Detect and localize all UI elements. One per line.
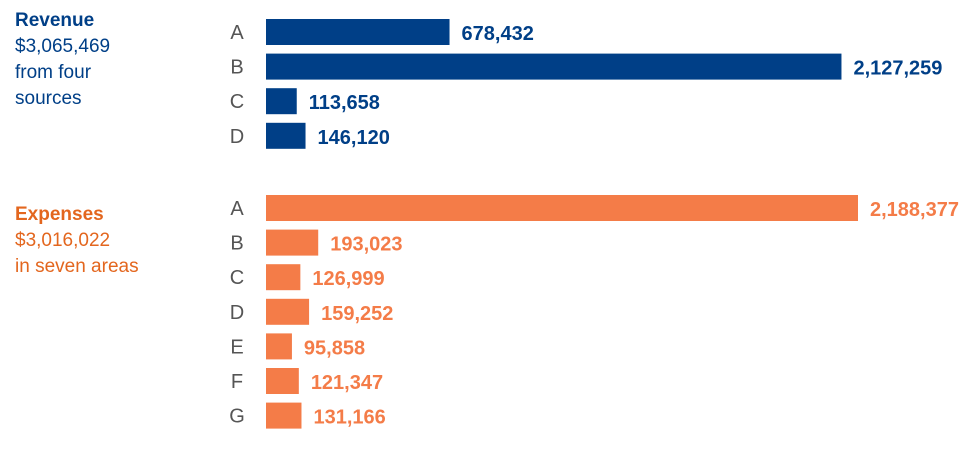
expenses-bar-d bbox=[266, 298, 310, 325]
expenses-category-label: E bbox=[230, 336, 243, 358]
expenses-value-label: 126,999 bbox=[312, 268, 384, 290]
revenue-bar-c bbox=[266, 88, 297, 115]
revenue-value-label: 146,120 bbox=[318, 127, 390, 149]
expenses-value-label: 95,858 bbox=[304, 337, 365, 359]
expenses-description-line-1: in seven areas bbox=[15, 256, 139, 277]
revenue-bar-chart: A 678,432 B 2,127,259 C 113,658 D 146,120 bbox=[230, 19, 942, 149]
expenses-bar-e bbox=[266, 333, 292, 360]
revenue-value-label: 113,658 bbox=[309, 92, 380, 114]
expenses-bar-b bbox=[266, 229, 319, 256]
revenue-description-line-2: sources bbox=[15, 88, 82, 109]
expenses-value-label: 193,023 bbox=[330, 234, 402, 256]
revenue-category-label: C bbox=[230, 91, 244, 113]
expenses-category-label: F bbox=[231, 371, 243, 393]
expenses-title: Expenses bbox=[15, 204, 104, 225]
revenue-description-line-1: from four bbox=[15, 62, 92, 83]
expenses-value-label: 131,166 bbox=[313, 407, 385, 429]
revenue-title: Revenue bbox=[15, 10, 95, 31]
revenue-value-label: 2,127,259 bbox=[853, 58, 942, 80]
expenses-category-label: D bbox=[230, 302, 244, 324]
revenue-bar-b bbox=[266, 53, 842, 80]
expenses-panel: Expenses $3,016,022 in seven areas A 2,18… bbox=[0, 188, 975, 450]
revenue-category-label: B bbox=[230, 57, 243, 79]
expenses-value-label: 2,188,377 bbox=[870, 199, 959, 221]
revenue-caption: Revenue $3,065,469 from four sources bbox=[15, 8, 110, 112]
expenses-bar-f bbox=[266, 368, 299, 394]
expenses-value-label: 121,347 bbox=[311, 372, 383, 394]
revenue-bar-d bbox=[266, 122, 306, 149]
revenue-category-label: A bbox=[230, 22, 244, 44]
revenue-total: $3,065,469 bbox=[15, 36, 111, 57]
expenses-value-label: 159,252 bbox=[321, 303, 393, 325]
expenses-bar-chart: A 2,188,377 B 193,023 C 126,999 D 159,252 E 95,85… bbox=[229, 195, 959, 429]
expenses-total: $3,016,022 bbox=[15, 230, 111, 251]
expenses-category-label: B bbox=[230, 233, 243, 255]
expenses-bar-g bbox=[266, 402, 302, 429]
expenses-bar-c bbox=[266, 264, 301, 291]
expenses-category-label: A bbox=[230, 198, 244, 220]
revenue-bar-a bbox=[266, 19, 450, 45]
expenses-category-label: G bbox=[229, 406, 245, 428]
revenue-panel: Revenue $3,065,469 from four sources A 67… bbox=[0, 0, 975, 180]
expenses-category-label: C bbox=[230, 267, 244, 289]
expenses-caption: Expenses $3,016,022 in seven areas bbox=[15, 202, 139, 280]
revenue-value-label: 678,432 bbox=[462, 23, 534, 45]
revenue-category-label: D bbox=[230, 126, 244, 148]
expenses-bar-a bbox=[266, 195, 858, 221]
